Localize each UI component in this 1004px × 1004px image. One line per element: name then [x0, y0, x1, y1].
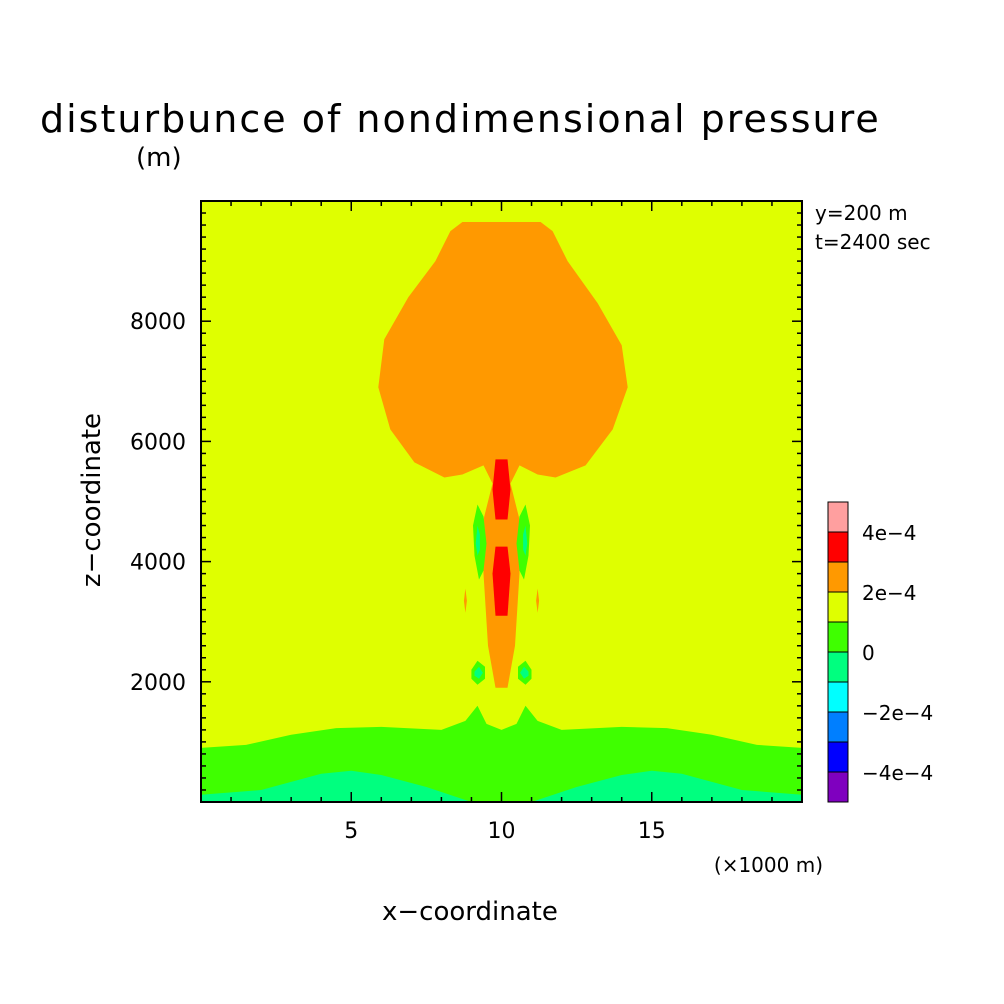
colorbar-swatch: [827, 561, 849, 593]
contour-region-left-sliver: [463, 588, 467, 613]
colorbar: 4e−4 2e−4 0 −2e−4 −4e−4: [827, 501, 933, 803]
colorbar-swatch: [827, 501, 849, 533]
colorbar-swatch: [827, 591, 849, 623]
colorbar-label: −2e−4: [862, 701, 933, 725]
colorbar-swatch: [827, 681, 849, 713]
contour-region-core-upper-max: [492, 459, 511, 520]
annotation-t: t=2400 sec: [815, 230, 931, 254]
annotation-y: y=200 m: [815, 201, 908, 225]
contour-region-left-lobe-core: [475, 525, 480, 556]
colorbar-swatch: [827, 651, 849, 683]
y-axis-label: z−coordinate: [77, 413, 107, 587]
axis-ticks: 5 10 15 2000 4000 6000 8000: [130, 201, 802, 844]
colorbar-label: 4e−4: [862, 521, 917, 545]
x-tick-label: 10: [488, 819, 516, 844]
colorbar-swatch: [827, 711, 849, 743]
colorbar-swatch: [827, 621, 849, 653]
colorbar-swatch: [827, 741, 849, 773]
colorbar-label: 2e−4: [862, 581, 917, 605]
x-unit-label: (×1000 m): [714, 853, 823, 877]
contour-region-right-sliver: [536, 588, 540, 613]
x-tick-label: 15: [638, 819, 666, 844]
x-axis-label: x−coordinate: [382, 897, 558, 927]
y-tick-label: 8000: [130, 310, 186, 335]
x-tick-label: 5: [344, 819, 358, 844]
contour-region-right-lobe-core: [523, 525, 528, 556]
contour-region-upper-anvil: [378, 222, 628, 688]
contour-region-core-lower-max: [492, 546, 511, 616]
chart-title: disturbunce of nondimensional pressure: [40, 97, 881, 141]
colorbar-label: 0: [862, 641, 875, 665]
colorbar-label: −4e−4: [862, 761, 933, 785]
y-unit-label: (m): [136, 143, 182, 173]
colorbar-swatch: [827, 531, 849, 563]
contour-regions: [201, 201, 802, 802]
y-tick-label: 6000: [130, 430, 186, 455]
contour-region-right-lobe-lower-core: [520, 666, 529, 679]
contour-region-left-lobe-lower-core: [474, 666, 483, 679]
y-tick-label: 4000: [130, 551, 186, 576]
colorbar-swatch: [827, 771, 849, 803]
y-tick-label: 2000: [130, 671, 186, 696]
